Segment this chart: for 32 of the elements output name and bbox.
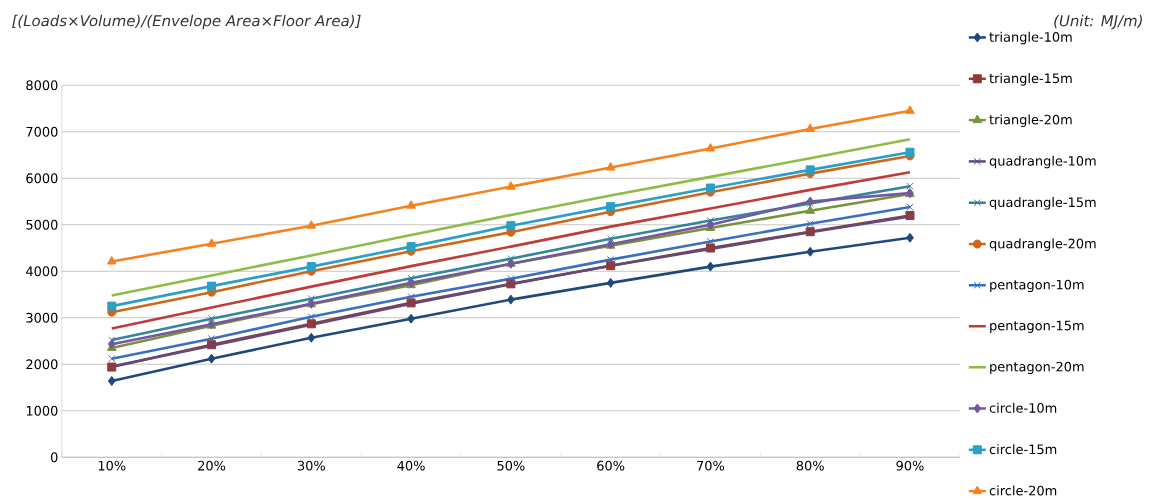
legend-label: circle-10m — [989, 402, 1057, 413]
x-tick-label: 20% — [198, 460, 226, 471]
legend-label: pentagon-10m — [990, 279, 1084, 293]
legend-label: pentagon-20m — [990, 361, 1084, 375]
legend-label: quadrangle-15m — [989, 197, 1096, 210]
legend-label: circle-15m — [989, 444, 1057, 455]
y-tick-label: 1000 — [26, 405, 58, 416]
y-tick-label: 7000 — [26, 126, 58, 137]
legend-label: pentagon-15m — [990, 320, 1084, 334]
y-tick-label: 4000 — [26, 266, 58, 277]
y-tick-label: 3000 — [26, 312, 58, 323]
legend-label: quadrangle-20m — [989, 238, 1096, 252]
x-tick-label: 80% — [796, 460, 824, 471]
text: (Unit: MJ/m) — [1054, 14, 1142, 30]
x-tick-label: 60% — [597, 460, 625, 471]
x-tick-label: 10% — [98, 460, 126, 471]
legend-label: circle-20m — [989, 485, 1057, 496]
x-tick-label: 70% — [697, 460, 725, 471]
x-tick-label: 50% — [497, 460, 525, 471]
y-tick-label: 2000 — [26, 359, 58, 370]
legend-label: quadrangle-10m — [989, 155, 1096, 169]
x-tick-label: 30% — [297, 460, 325, 471]
legend-label: triangle-20m — [989, 114, 1072, 128]
y-tick-label: 6000 — [26, 173, 58, 184]
y-tick-label: 8000 — [26, 80, 58, 91]
chart-title: [(Loads×Volume)/(Envelope Area×Floor Area)] — [12, 14, 361, 30]
y-tick-label: 0 — [50, 452, 58, 463]
legend-label: triangle-10m — [989, 31, 1072, 45]
legend-label: triangle-15m — [989, 73, 1072, 86]
x-tick-label: 40% — [397, 460, 425, 471]
y-tick-label: 5000 — [26, 219, 58, 230]
x-tick-label: 90% — [896, 460, 924, 471]
